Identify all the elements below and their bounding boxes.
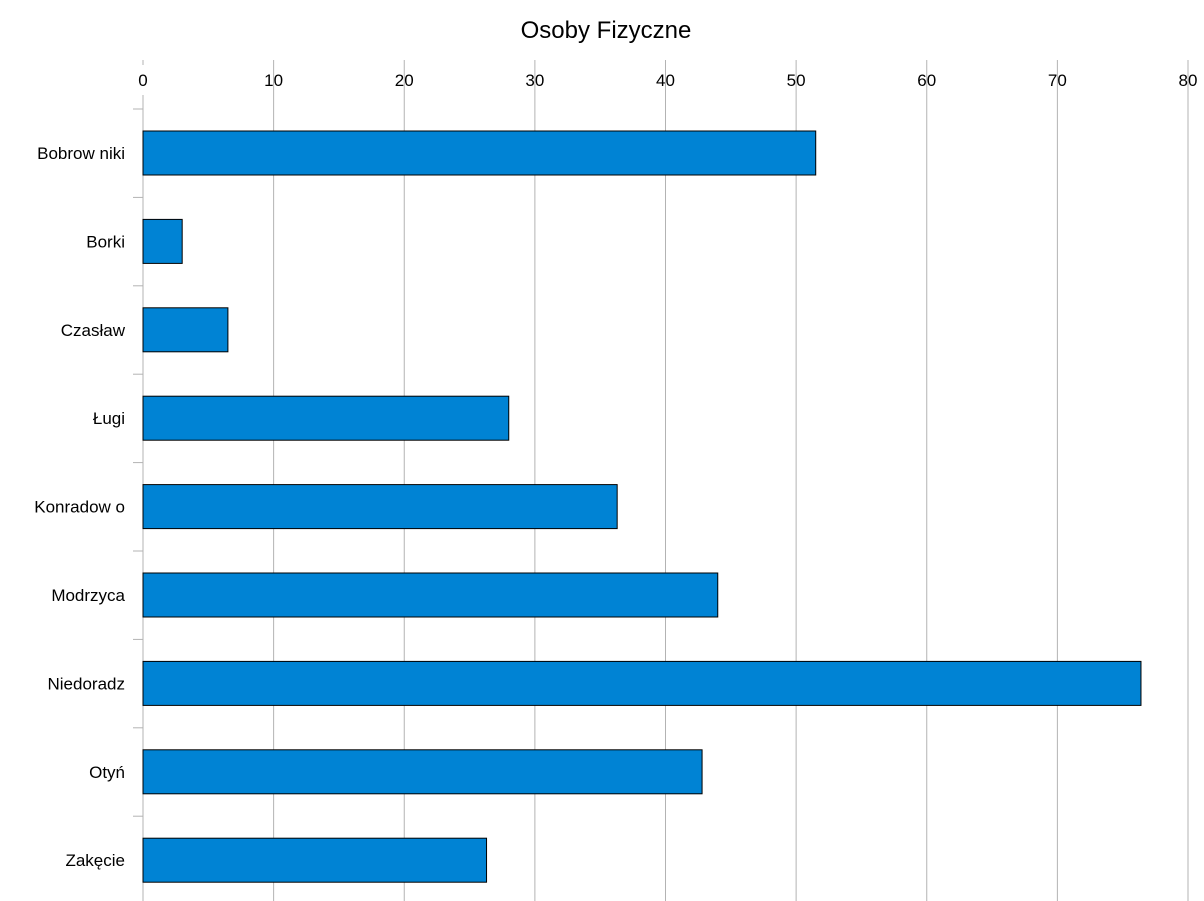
x-tick-label: 20 (395, 71, 414, 90)
bars (142, 130, 1142, 883)
x-tick-label: 80 (1179, 71, 1198, 90)
bar (142, 395, 510, 441)
bar (142, 484, 618, 530)
x-tick-label: 60 (917, 71, 936, 90)
category-label: Ługi (93, 409, 125, 428)
bar (142, 837, 488, 883)
x-tick-label: 10 (264, 71, 283, 90)
x-tick-label: 50 (787, 71, 806, 90)
x-tick-label: 0 (138, 71, 147, 90)
category-label: Zakęcie (65, 851, 125, 870)
bar (142, 660, 1142, 706)
category-label: Czasław (61, 321, 126, 340)
chart-title: Osoby Fizyczne (521, 17, 692, 44)
category-label: Konradow o (34, 498, 125, 517)
bar (142, 218, 183, 264)
x-tick-labels: 0 10 20 30 40 50 60 70 80 (138, 71, 1197, 90)
category-label: Bobrow niki (37, 144, 125, 163)
x-tick-label: 30 (525, 71, 544, 90)
category-label: Modrzyca (51, 586, 125, 605)
grid-lines (273, 65, 1189, 901)
category-labels: Bobrow niki Borki Czasław Ługi Konradow o Mod… (34, 144, 125, 870)
x-tick-label: 40 (656, 71, 675, 90)
category-label: Borki (86, 232, 125, 251)
bar (142, 572, 719, 618)
bar (142, 130, 817, 176)
category-label: Niedoradz (48, 674, 126, 693)
category-label: Otyń (89, 763, 125, 782)
bar (142, 749, 703, 795)
bar (142, 307, 229, 353)
x-tick-label: 70 (1048, 71, 1067, 90)
